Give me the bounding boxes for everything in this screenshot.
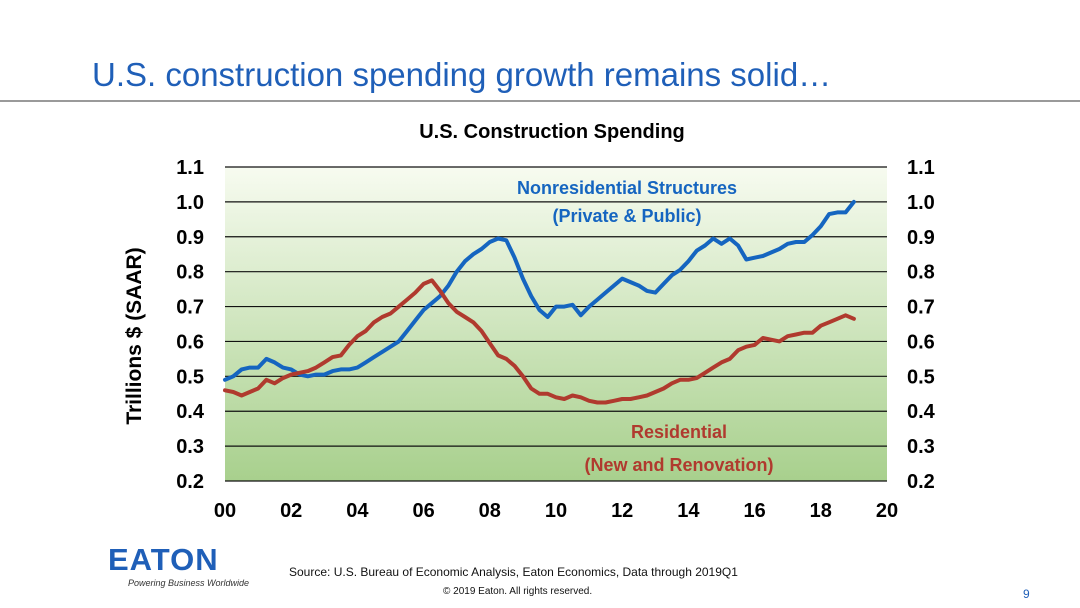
right-y-tick-label: 0.7 xyxy=(907,297,935,319)
source-note: Source: U.S. Bureau of Economic Analysis… xyxy=(289,565,738,579)
chart-title: U.S. Construction Spending xyxy=(419,121,685,143)
logo-tagline: Powering Business Worldwide xyxy=(128,578,250,588)
plot-area xyxy=(225,167,887,481)
x-tick-label: 04 xyxy=(346,500,369,522)
title-divider xyxy=(0,100,1080,102)
y-axis-label: Trillions $ (SAAR) xyxy=(123,247,146,424)
series-label-subtitle: (Private & Public) xyxy=(552,206,701,226)
left-y-tick-label: 0.8 xyxy=(176,262,204,284)
eaton-logo: EATON xyxy=(108,544,219,575)
right-y-axis: 0.2 0.3 0.4 0.5 0.6 0.7 0.8 0.9 1.0 1.1 xyxy=(907,157,936,493)
eaton-logo-text: EATON xyxy=(108,542,219,577)
x-tick-label: 12 xyxy=(611,500,633,522)
left-y-tick-label: 0.2 xyxy=(176,471,204,493)
nonresidential-series-line xyxy=(223,199,856,382)
right-y-tick-label: 0.8 xyxy=(907,262,935,284)
x-tick-label: 18 xyxy=(810,500,832,522)
x-tick-label: 16 xyxy=(743,500,765,522)
right-y-tick-label: 0.6 xyxy=(907,331,935,353)
left-y-tick-label: 0.7 xyxy=(176,297,204,319)
x-tick-label: 02 xyxy=(280,500,302,522)
series-lines xyxy=(223,199,856,405)
page-number: 9 xyxy=(1023,587,1030,601)
residential-series-line xyxy=(223,278,856,405)
right-y-tick-label: 1.1 xyxy=(907,157,935,179)
right-y-tick-label: 0.2 xyxy=(907,471,935,493)
right-y-tick-label: 1.0 xyxy=(907,192,935,214)
left-y-tick-label: 0.4 xyxy=(176,401,205,423)
left-y-tick-label: 1.0 xyxy=(176,192,204,214)
right-y-tick-label: 0.9 xyxy=(907,227,935,249)
right-y-tick-label: 0.4 xyxy=(907,401,936,423)
left-y-axis: 0.2 0.3 0.4 0.5 0.6 0.7 0.8 0.9 1.0 1.1 xyxy=(176,157,205,493)
series-label-subtitle: (New and Renovation) xyxy=(584,455,773,475)
left-y-tick-label: 0.3 xyxy=(176,436,204,458)
left-y-tick-label: 0.6 xyxy=(176,331,204,353)
left-y-tick-label: 0.5 xyxy=(176,366,204,388)
x-tick-label: 14 xyxy=(677,500,700,522)
x-axis: 00 02 04 06 08 10 12 14 16 18 20 xyxy=(214,500,898,522)
slide-title: U.S. construction spending growth remain… xyxy=(92,56,832,93)
right-y-tick-label: 0.5 xyxy=(907,366,935,388)
left-y-tick-label: 1.1 xyxy=(176,157,204,179)
x-tick-label: 06 xyxy=(412,500,434,522)
copyright-note: © 2019 Eaton. All rights reserved. xyxy=(443,586,593,597)
series-labels: Nonresidential Structures (Private & Publ… xyxy=(517,178,774,475)
x-tick-label: 00 xyxy=(214,500,236,522)
left-y-tick-label: 0.9 xyxy=(176,227,204,249)
right-y-tick-label: 0.3 xyxy=(907,436,935,458)
series-label: Residential xyxy=(631,422,727,442)
x-tick-label: 20 xyxy=(876,500,898,522)
x-tick-label: 08 xyxy=(479,500,501,522)
series-label: Nonresidential Structures xyxy=(517,178,737,198)
x-tick-label: 10 xyxy=(545,500,567,522)
